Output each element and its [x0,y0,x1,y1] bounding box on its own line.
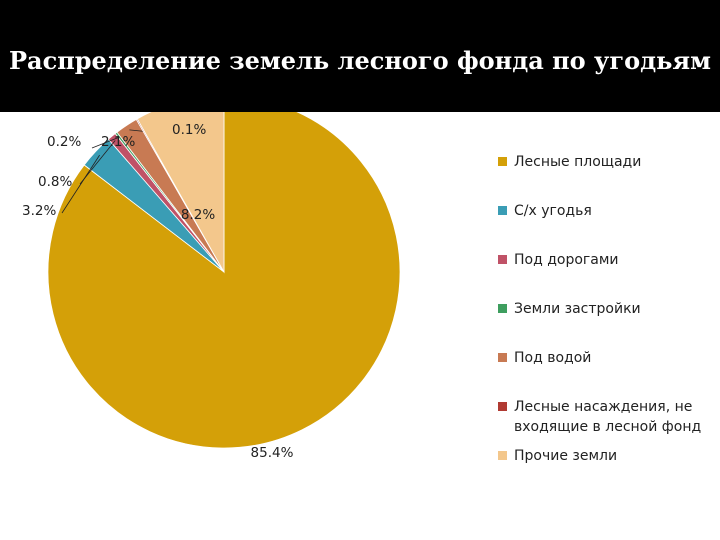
data-label: 2.1% [101,134,135,150]
legend-label: Под дорогами [514,252,619,268]
data-label: 85.4% [251,445,294,461]
legend-item: Под водой [498,348,714,368]
data-label: 0.2% [47,134,81,150]
legend-swatch [498,353,507,362]
legend-label: Лесные площади [514,154,642,170]
legend-item: Лесные насаждения, не входящие в лесной … [498,397,714,437]
pie-slice [47,112,401,449]
legend-item: Лесные площади [498,152,714,172]
leader-line [91,136,120,149]
legend-label: Лесные насаждения, не входящие в лесной … [514,399,702,435]
pie-slice [136,112,225,274]
leader-line [79,140,116,185]
data-label: 0.1% [172,122,206,138]
legend-swatch [498,304,507,313]
data-label: 8.2% [181,207,215,223]
legend-label: С/х угодья [514,203,592,219]
legend-item: Под дорогами [498,250,714,270]
legend-swatch [498,402,507,411]
legend-item: С/х угодья [498,201,714,221]
title-bar: Распределение земель лесного фонда по уг… [0,0,720,112]
chart-title: Распределение земель лесного фонда по уг… [9,46,711,75]
legend-label: Под водой [514,350,592,366]
legend-item: Земли застройки [498,299,714,319]
data-label: 3.2% [22,203,56,219]
leader-line [61,154,100,214]
pie-chart: 85.4% 3.2% 0.8% 0.2% 2.1% 0.1% 8.2% [22,112,401,461]
legend-label: Прочие земли [514,448,618,464]
data-label: 0.8% [38,174,72,190]
legend-swatch [498,451,507,460]
legend-swatch [498,206,507,215]
legend-label: Земли застройки [514,301,641,317]
legend-item: Прочие земли [498,446,714,466]
legend-swatch [498,255,507,264]
legend-swatch [498,157,507,166]
